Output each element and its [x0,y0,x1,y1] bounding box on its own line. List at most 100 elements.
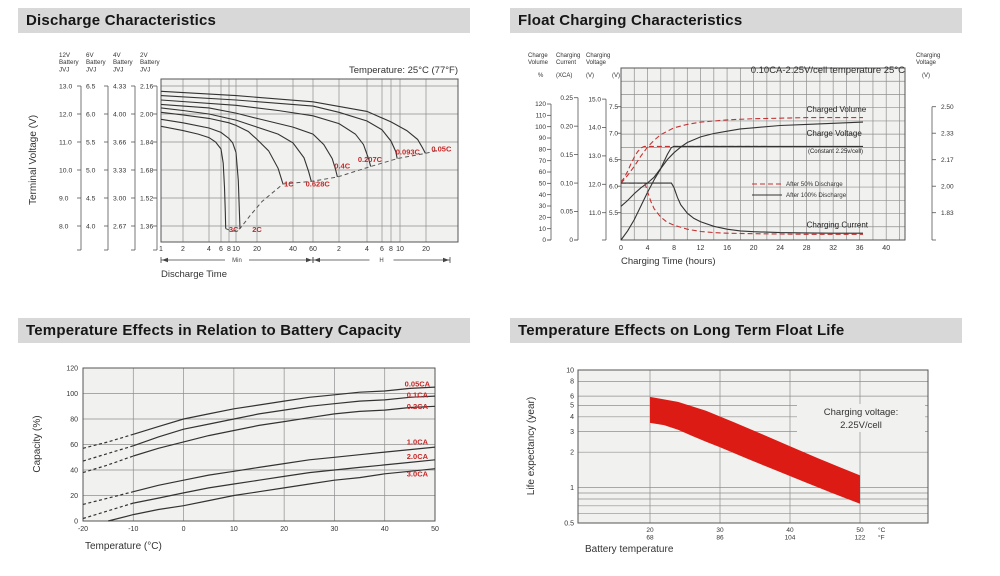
svg-text:40: 40 [786,527,794,534]
svg-text:8: 8 [389,246,393,253]
svg-text:4.33: 4.33 [113,83,126,90]
svg-text:11.0: 11.0 [589,210,602,217]
svg-text:(V): (V) [612,73,620,79]
svg-text:Voltage: Voltage [586,60,607,66]
svg-text:4: 4 [570,414,574,421]
svg-text:2.17: 2.17 [941,157,954,164]
svg-text:Charge Voltage: Charge Voltage [807,129,863,138]
svg-text:6: 6 [570,393,574,400]
svg-text:3C: 3C [229,225,239,234]
svg-text:1.68: 1.68 [140,167,153,174]
svg-text:0.05C: 0.05C [431,145,452,154]
svg-text:After 100% Discharge: After 100% Discharge [786,192,847,199]
svg-text:H: H [379,258,383,264]
svg-text:Discharge Time: Discharge Time [161,269,227,280]
svg-text:(XCA): (XCA) [556,73,572,79]
svg-text:50: 50 [856,527,864,534]
svg-text:20: 20 [280,526,288,533]
svg-text:0.05: 0.05 [560,209,573,216]
svg-text:0.2CA: 0.2CA [407,402,429,411]
svg-text:Temperature (°C): Temperature (°C) [85,541,162,552]
svg-text:Battery: Battery [140,59,161,66]
svg-text:JVJ: JVJ [86,66,96,73]
svg-text:0: 0 [569,237,573,244]
svg-text:20: 20 [70,493,78,500]
svg-text:12.0: 12.0 [59,111,72,118]
svg-text:40: 40 [882,245,890,252]
svg-text:0.4C: 0.4C [334,161,350,170]
svg-text:Current: Current [556,60,576,66]
svg-text:30: 30 [539,203,547,210]
svg-text:0.628C: 0.628C [306,180,331,189]
svg-text:8: 8 [570,379,574,386]
svg-text:7.0: 7.0 [609,130,618,137]
svg-text:Charging: Charging [916,53,940,59]
svg-text:50: 50 [539,181,547,188]
svg-text:86: 86 [716,535,724,542]
svg-text:2C: 2C [252,225,262,234]
svg-text:Charging: Charging [556,53,580,59]
svg-text:0: 0 [542,237,546,244]
svg-text:0.25: 0.25 [560,95,573,102]
svg-text:60: 60 [70,442,78,449]
svg-text:60: 60 [539,169,547,176]
svg-text:0: 0 [74,518,78,525]
svg-text:1C: 1C [284,180,294,189]
svg-text:Terminal Voltage (V): Terminal Voltage (V) [28,115,39,205]
svg-text:(Constant 2.25v/cell): (Constant 2.25v/cell) [808,149,863,155]
svg-text:1.36: 1.36 [140,223,153,230]
svg-text:After 50% Discharge: After 50% Discharge [786,181,843,188]
svg-text:10: 10 [232,246,240,253]
svg-text:4V: 4V [113,52,121,59]
svg-text:0.207C: 0.207C [358,155,383,164]
svg-text:2.33: 2.33 [941,130,954,137]
svg-text:14.0: 14.0 [588,125,601,132]
svg-text:Life expectancy (year): Life expectancy (year) [526,397,537,495]
svg-text:0.15: 0.15 [560,152,573,159]
svg-text:Temperature: 25°C (77°F): Temperature: 25°C (77°F) [349,65,458,76]
svg-text:2.16: 2.16 [140,83,153,90]
svg-text:2: 2 [570,449,574,456]
section-title: Temperature Effects on Long Term Float L… [518,322,845,339]
svg-text:110: 110 [536,113,547,120]
svg-text:24: 24 [776,245,784,252]
svg-text:50: 50 [431,526,439,533]
svg-text:3.00: 3.00 [113,195,126,202]
svg-text:Battery temperature: Battery temperature [585,544,674,555]
svg-text:20: 20 [539,215,547,222]
svg-text:1.83: 1.83 [941,210,954,217]
section-header-temp-capacity: Temperature Effects in Relation to Batte… [18,318,470,343]
svg-text:68: 68 [646,535,654,542]
svg-text:0.05CA: 0.05CA [405,379,431,388]
svg-text:32: 32 [829,245,837,252]
svg-text:12.0: 12.0 [588,182,601,189]
svg-text:Min: Min [232,258,242,264]
svg-text:100: 100 [66,391,78,398]
svg-text:5: 5 [570,403,574,410]
float-charging-characteristics-chart: 0.10CA-2.25V/cell temperature 25°C Charge… [528,53,954,267]
svg-text:12V: 12V [59,52,71,59]
svg-text:%: % [538,73,544,79]
svg-text:-20: -20 [78,526,88,533]
svg-text:10: 10 [566,367,574,374]
svg-text:Charge: Charge [528,53,548,59]
svg-text:4.00: 4.00 [113,111,126,118]
svg-text:Battery: Battery [59,59,80,66]
svg-text:2: 2 [181,246,185,253]
svg-text:°F: °F [878,534,885,542]
svg-text:4.5: 4.5 [86,195,96,202]
svg-text:3.33: 3.33 [113,167,126,174]
svg-text:12: 12 [697,245,705,252]
svg-text:6.5: 6.5 [86,83,96,90]
svg-text:40: 40 [381,526,389,533]
svg-text:4: 4 [365,246,369,253]
svg-text:8: 8 [227,246,231,253]
svg-text:4: 4 [207,246,211,253]
svg-text:0.093C: 0.093C [396,148,421,157]
svg-text:122: 122 [855,535,866,542]
svg-text:100: 100 [535,124,546,131]
svg-text:4.0: 4.0 [86,223,96,230]
svg-text:20: 20 [750,245,758,252]
svg-text:7.5: 7.5 [609,104,618,111]
svg-text:°C: °C [878,526,886,534]
